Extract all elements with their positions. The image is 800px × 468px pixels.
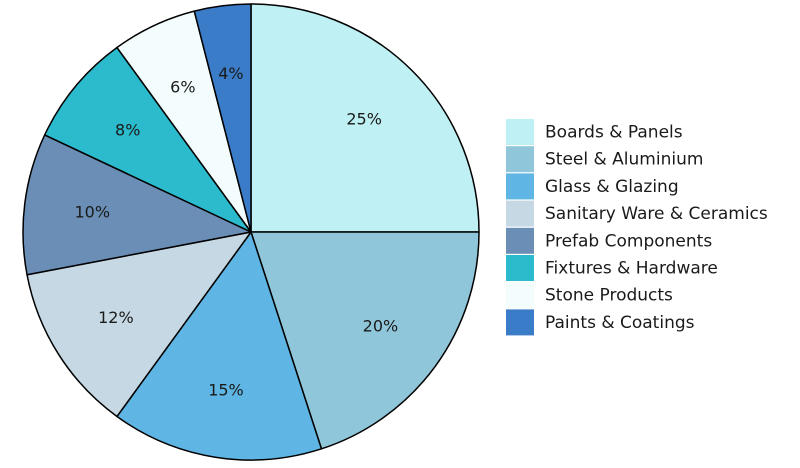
slice-label-boards-and-panels: 25%: [346, 109, 382, 128]
slice-label-steel-and-aluminium: 20%: [363, 317, 399, 336]
legend-swatch-glass-and-glazing: [506, 173, 534, 200]
pie-slice-prefab-components: [22, 134, 252, 276]
slice-label-prefab-components: 10%: [74, 202, 110, 221]
legend-label-sanitary-ware-and-ceramics: Sanitary Ware & Ceramics: [545, 204, 768, 224]
legend-swatch-boards-and-panels: [506, 119, 534, 145]
legend-label-fixtures-and-hardware: Fixtures & Hardware: [545, 259, 718, 279]
legend-swatch-sanitary-ware-and-ceramics: [506, 200, 534, 227]
legend-swatch-fixtures-and-hardware: [506, 255, 534, 281]
slice-label-glass-and-glazing: 15%: [208, 381, 244, 400]
legend-label-steel-and-aluminium: Steel & Aluminium: [545, 150, 703, 170]
pie-slice-steel-and-aluminium: [250, 231, 480, 450]
legend-label-glass-and-glazing: Glass & Glazing: [545, 177, 679, 197]
legend-swatch-stone-products: [506, 282, 534, 309]
legend-swatch-prefab-components: [506, 227, 534, 254]
legend-swatch-steel-and-aluminium: [506, 146, 534, 173]
pie-slice-glass-and-glazing: [116, 231, 323, 461]
slice-label-fixtures-and-hardware: 8%: [115, 121, 140, 140]
pie-slices: [22, 3, 480, 461]
pie-slice-sanitary-ware-and-ceramics: [26, 231, 252, 418]
slice-label-stone-products: 6%: [170, 78, 195, 97]
legend-label-paints-and-coatings: Paints & Coatings: [545, 313, 695, 333]
legend: Boards & Panels Steel & Aluminium Glass & …: [506, 119, 768, 336]
pie-slice-paints-and-coatings: [193, 3, 252, 233]
slice-label-sanitary-ware-and-ceramics: 12%: [98, 308, 134, 327]
slice-label-paints-and-coatings: 4%: [218, 64, 243, 83]
legend-label-prefab-components: Prefab Components: [545, 231, 712, 251]
pie-slice-boards-and-panels: [250, 3, 480, 233]
legend-label-boards-and-panels: Boards & Panels: [545, 123, 683, 143]
pie-slice-labels: 25% 20% 15% 12% 10% 8% 6% 4%: [74, 64, 398, 400]
pie-slice-fixtures-and-hardware: [43, 46, 252, 233]
legend-swatch-paints-and-coatings: [506, 309, 534, 336]
legend-label-stone-products: Stone Products: [545, 286, 673, 306]
